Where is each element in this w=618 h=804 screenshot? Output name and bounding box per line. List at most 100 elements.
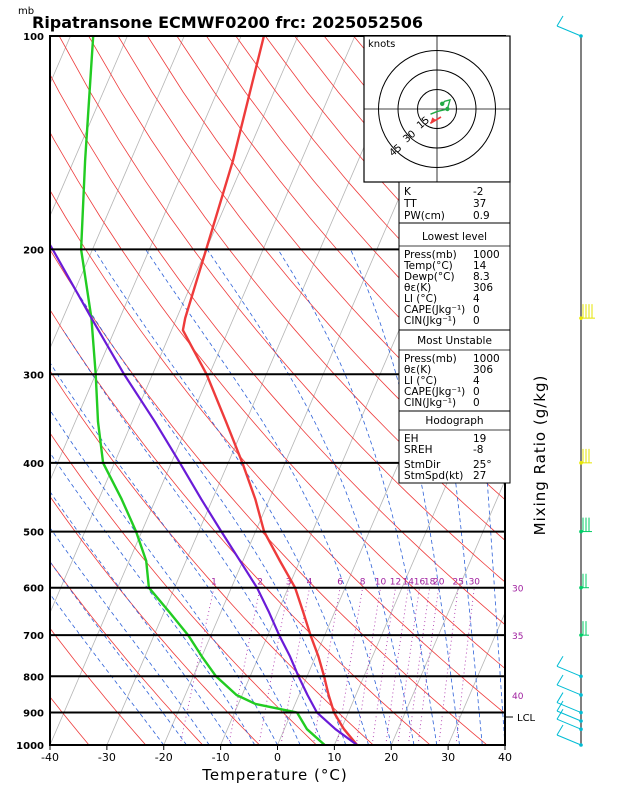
panel-row-value: 37 — [473, 198, 486, 210]
barb-flag — [557, 725, 563, 735]
mixing-ratio-label: 20 — [433, 578, 445, 588]
mixing-ratio-line — [259, 588, 289, 745]
chart-title: Ripatransone ECMWF0200 frc: 2025052506 — [32, 13, 423, 32]
hodograph-unit: knots — [368, 39, 395, 50]
y-unit-label: mb — [18, 6, 34, 17]
theta-e-label: 40 — [512, 692, 524, 702]
hodograph-point — [445, 107, 449, 111]
parcel-line — [0, 161, 357, 745]
wind-barb — [557, 693, 581, 713]
moist-adiabat-line — [63, 330, 323, 745]
theta-e-label: 35 — [512, 632, 523, 642]
y-tick-label: 100 — [23, 32, 44, 43]
barb-shaft — [557, 666, 581, 676]
panel-heading: Most Unstable — [417, 335, 492, 347]
y-tick-label: 400 — [23, 459, 44, 470]
lcl-marker: LCL — [505, 713, 536, 724]
mixing-ratio-line — [229, 588, 260, 745]
dry-adiabat-line — [0, 36, 373, 745]
y-tick-label: 500 — [23, 528, 44, 539]
x-tick-label: 10 — [327, 751, 341, 764]
x-tick-label: -20 — [155, 751, 173, 764]
y-tick-label: 800 — [23, 672, 44, 683]
barb-flag — [557, 675, 563, 685]
barb-flag — [557, 709, 563, 719]
moist-adiabat-line — [15, 439, 232, 745]
hodograph-point — [440, 102, 444, 106]
dry-adiabat-line — [0, 36, 601, 745]
moist-adiabat-line — [47, 359, 300, 746]
y-tick-label: 700 — [23, 631, 44, 642]
mixing-ratio-label: 4 — [307, 578, 313, 588]
dry-adiabat-line — [0, 36, 317, 745]
y-tick-label: 900 — [23, 709, 44, 720]
x-tick-label: -30 — [98, 751, 116, 764]
mixing-ratio-label: 2 — [257, 578, 263, 588]
moist-adiabat-line — [4, 459, 209, 745]
panel-row-label: CIN(Jkg⁻¹) — [404, 315, 456, 327]
mixing-ratio-label: 6 — [337, 578, 343, 588]
mixing-ratio-line — [337, 588, 362, 745]
panel-heading: Lowest level — [422, 231, 487, 243]
wind-barb — [581, 621, 589, 635]
mixing-ratio-label: 12 — [390, 578, 401, 588]
isotherm-line — [0, 36, 14, 745]
isotherm-line — [0, 36, 127, 745]
panel-row-value: 0 — [473, 397, 480, 409]
panel-row-label: PW(cm) — [404, 210, 445, 222]
wind-barb — [581, 304, 595, 318]
barb-flag — [557, 656, 563, 666]
mixing-ratio-label: 25 — [452, 578, 463, 588]
x-tick-label: 0 — [274, 751, 281, 764]
wind-barb — [557, 16, 581, 36]
y-tick-label: 200 — [23, 245, 44, 256]
x-tick-label: 20 — [384, 751, 398, 764]
wind-barb-column — [557, 16, 595, 747]
x-tick-label: 30 — [441, 751, 455, 764]
mixing-ratio-label: 10 — [375, 578, 387, 588]
panel-row-label: TT — [403, 198, 417, 210]
moist-adiabat-line — [207, 249, 414, 745]
barb-flag — [557, 16, 563, 26]
panel-row-value: 0 — [473, 315, 480, 327]
profile-lines — [0, 36, 357, 745]
panel-row-value: -8 — [473, 444, 483, 456]
mixing-ratio-label: 1 — [211, 578, 217, 588]
wind-barb — [581, 574, 589, 588]
moist-adiabat-line — [0, 482, 186, 746]
wind-barb — [557, 675, 581, 695]
dry-adiabat-line — [30, 36, 618, 745]
x-axis-label: Temperature (°C) — [201, 766, 347, 784]
panel-row-label: SREH — [404, 444, 433, 456]
wind-barb — [557, 656, 581, 676]
wind-barb — [581, 449, 592, 463]
x-tick-label: -40 — [41, 751, 59, 764]
isotherm-line — [0, 36, 298, 745]
background-lines — [0, 36, 618, 745]
y-tick-label: 1000 — [16, 741, 44, 752]
panel-row-label: K — [404, 186, 412, 198]
barb-shaft — [557, 685, 581, 695]
panel-row-label: StmSpd(kt) — [404, 470, 463, 482]
barb-shaft — [557, 735, 581, 745]
mixing-ratio-label: 14 — [403, 578, 415, 588]
mixing-ratio-line — [408, 588, 429, 745]
lcl-label: LCL — [517, 713, 536, 724]
panel-heading: Hodograph — [425, 415, 483, 427]
panel-row-value: 0.9 — [473, 210, 490, 222]
mixing-ratio-line — [418, 588, 439, 745]
dry-adiabat-line — [0, 36, 146, 745]
dry-adiabat-line — [0, 36, 89, 745]
temperature-line — [183, 36, 357, 745]
y-tick-label: 600 — [23, 584, 44, 595]
mixing-ratio-label: 30 — [469, 578, 481, 588]
panel-row-value: 27 — [473, 470, 486, 482]
barb-flag — [557, 693, 563, 703]
barb-shaft — [557, 719, 581, 729]
panel-row-value: -2 — [473, 186, 483, 198]
panel-row-label: CIN(Jkg⁻¹) — [404, 397, 456, 409]
